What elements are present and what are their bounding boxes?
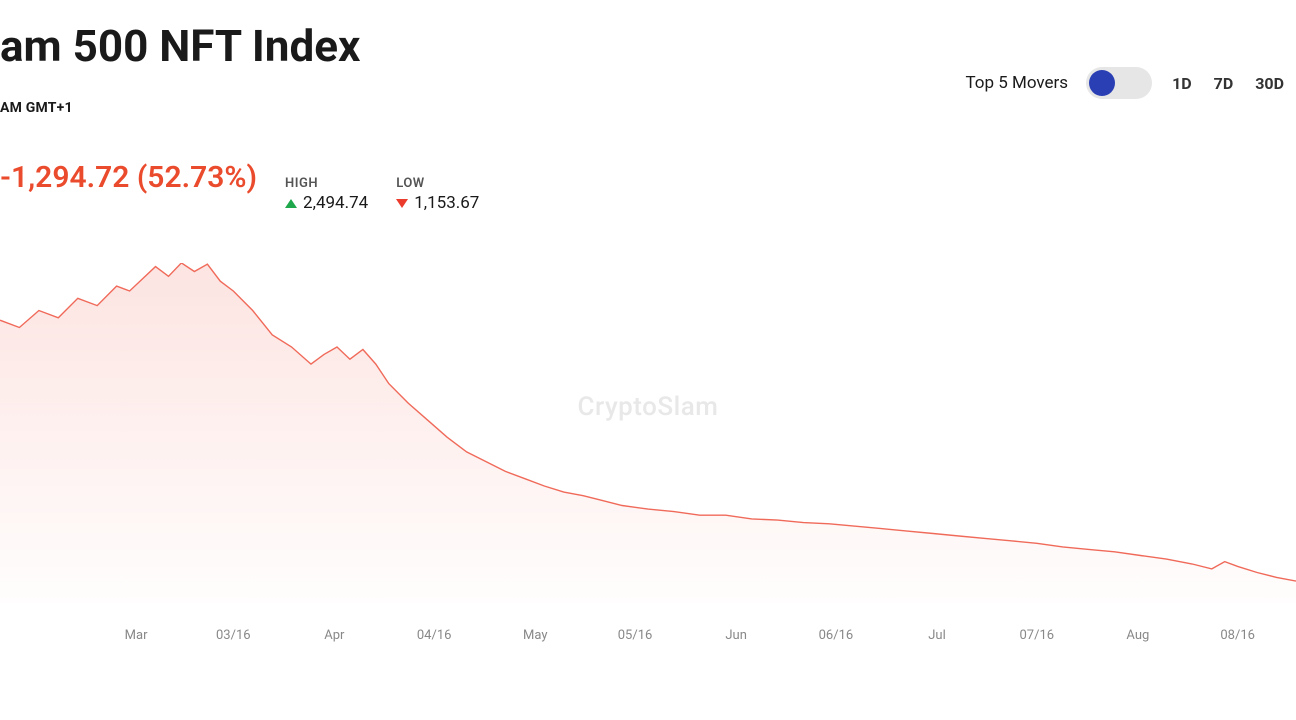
x-tick: Apr — [324, 628, 344, 643]
low-label: LOW — [396, 176, 479, 191]
x-tick: Aug — [1126, 628, 1149, 643]
up-triangle-icon — [285, 199, 297, 208]
x-tick: 04/16 — [417, 628, 452, 643]
controls-right: Top 5 Movers 1D 7D 30D — [965, 67, 1286, 99]
x-tick: 05/16 — [618, 628, 653, 643]
x-tick: May — [523, 628, 547, 643]
price-change: -1,294.72 (52.73%) — [0, 160, 257, 195]
timestamp-line: AM GMT+1 — [0, 100, 73, 116]
top-movers-label: Top 5 Movers — [965, 73, 1068, 93]
x-tick: Jul — [928, 628, 946, 643]
x-tick: Jun — [725, 628, 747, 643]
stats-row: -1,294.72 (52.73%) HIGH 2,494.74 LOW 1,1… — [0, 160, 1296, 213]
low-value: 1,153.67 — [414, 193, 479, 213]
change-value: -1,294.72 — [0, 160, 129, 195]
x-tick: 08/16 — [1220, 628, 1255, 643]
chart-area: CryptoSlam Mar03/16Apr04/16May05/16Jun06… — [0, 263, 1296, 643]
x-tick: 06/16 — [819, 628, 854, 643]
high-label: HIGH — [285, 176, 368, 191]
price-chart[interactable] — [0, 263, 1296, 603]
high-value: 2,494.74 — [303, 193, 368, 213]
high-block: HIGH 2,494.74 — [285, 176, 368, 213]
low-block: LOW 1,153.67 — [396, 176, 479, 213]
range-30d-button[interactable]: 30D — [1253, 72, 1286, 95]
range-7d-button[interactable]: 7D — [1212, 72, 1236, 95]
range-1d-button[interactable]: 1D — [1170, 72, 1194, 95]
down-triangle-icon — [396, 199, 408, 208]
x-tick: 07/16 — [1020, 628, 1055, 643]
top-movers-toggle[interactable] — [1086, 67, 1152, 99]
toggle-knob-icon — [1089, 70, 1115, 96]
x-tick: 03/16 — [216, 628, 251, 643]
change-percent: (52.73%) — [137, 160, 257, 195]
chart-area-fill — [0, 263, 1296, 603]
x-axis: Mar 03/16 Apr 04/16 May 05/16 Jun 06/16 Jul 07/16… — [0, 623, 1296, 643]
x-tick: Mar — [125, 628, 148, 643]
